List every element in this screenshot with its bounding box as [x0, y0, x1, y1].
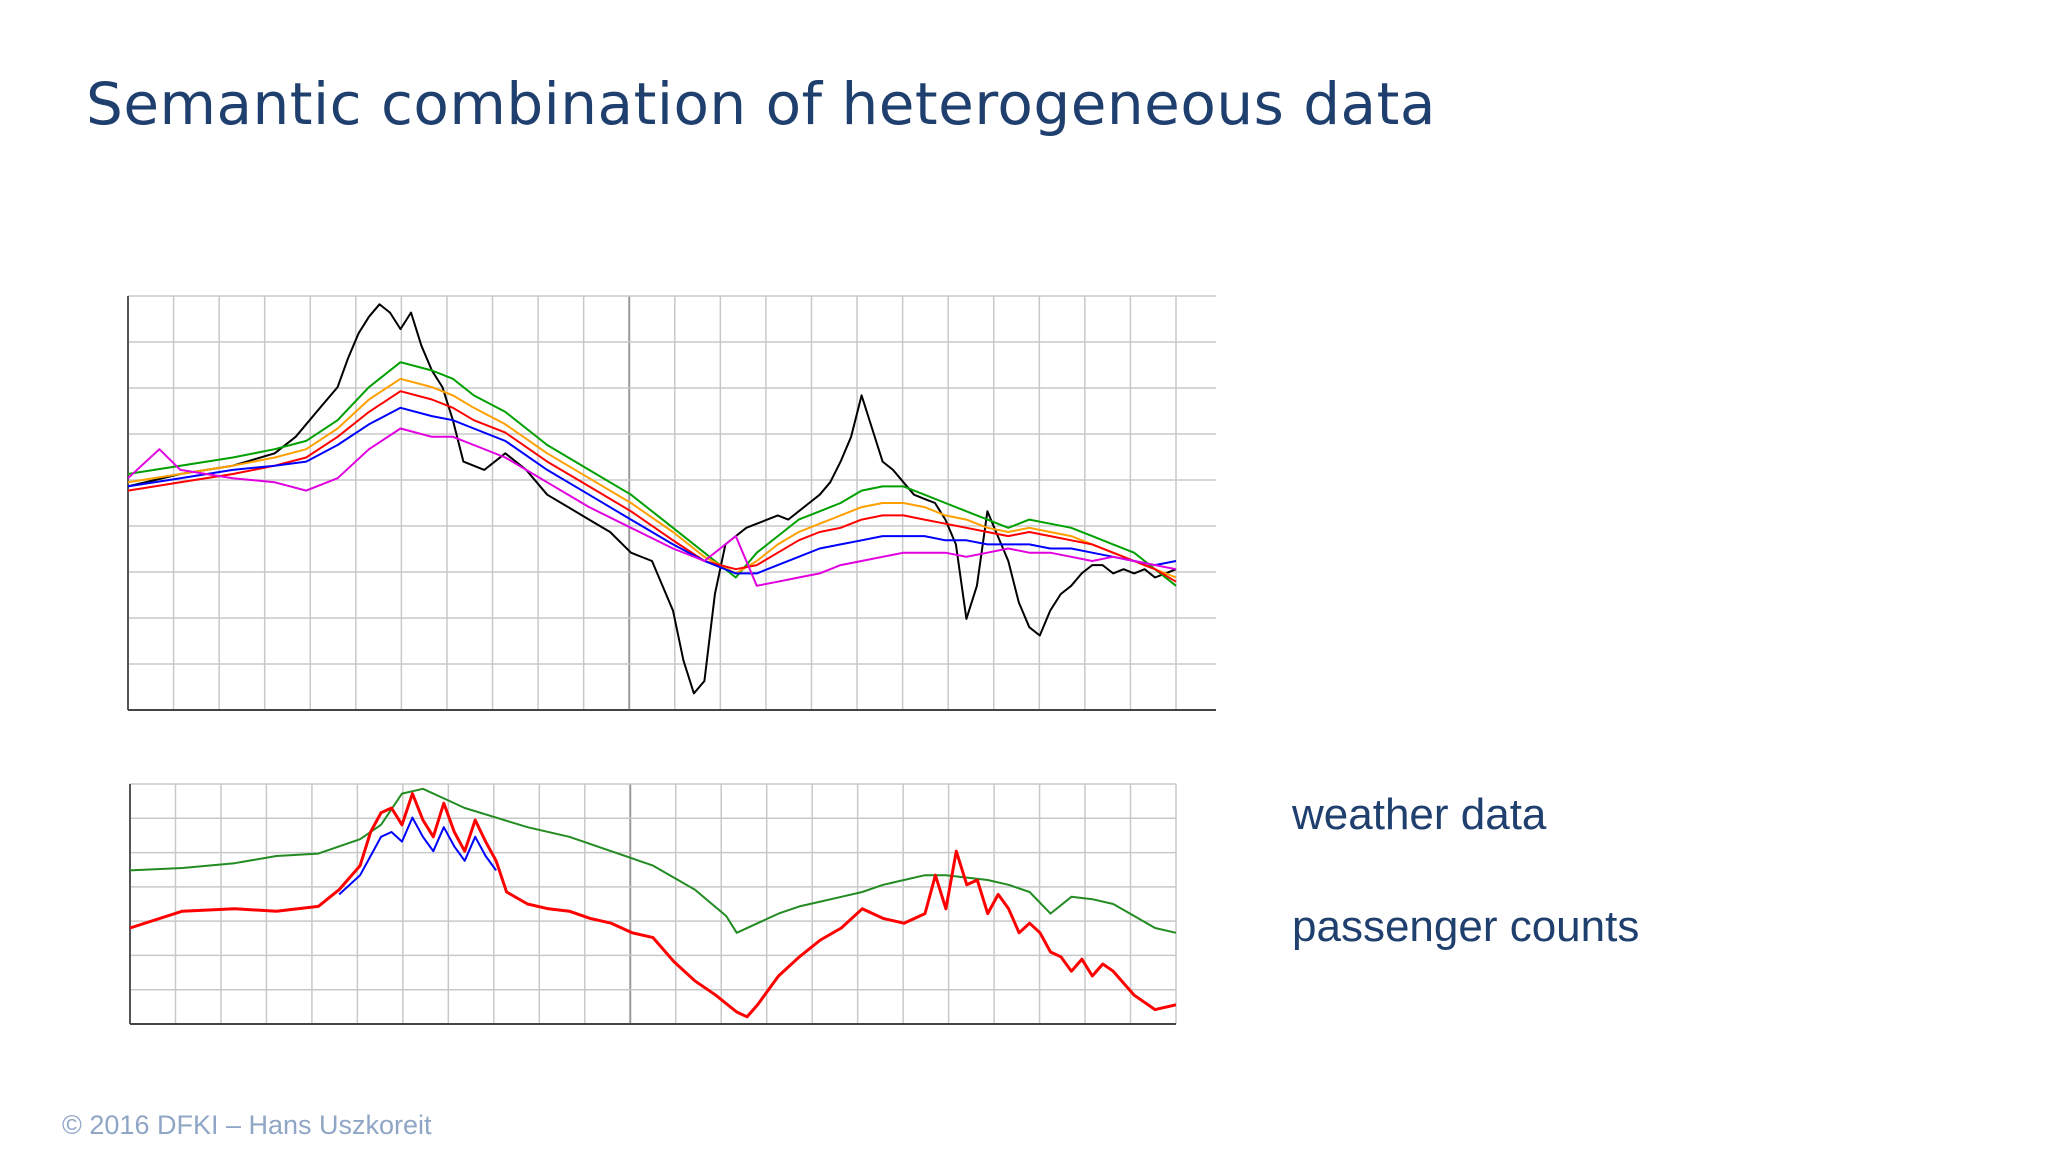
- weather-series-line-2: [127, 377, 1177, 579]
- weather-data-label: weather data: [1292, 790, 1547, 839]
- weather-series-line-0: [127, 303, 1177, 695]
- footer-copyright: © 2016 DFKI – Hans Uszkoreit: [62, 1110, 432, 1140]
- weather-series-line-1: [127, 361, 1177, 587]
- weather-series-line-4: [127, 406, 1177, 575]
- slide-title: Semantic combination of heterogeneous da…: [86, 70, 1436, 138]
- weather-series-line-3: [127, 390, 1177, 583]
- passenger-series-line-1: [129, 792, 1177, 1019]
- weather-series-line-5: [127, 427, 1177, 587]
- passenger-counts-label: passenger counts: [1292, 902, 1640, 951]
- weather-data-chart: [127, 295, 1216, 711]
- passenger-series-line-2: [338, 816, 497, 896]
- passenger-counts-chart: [129, 783, 1177, 1025]
